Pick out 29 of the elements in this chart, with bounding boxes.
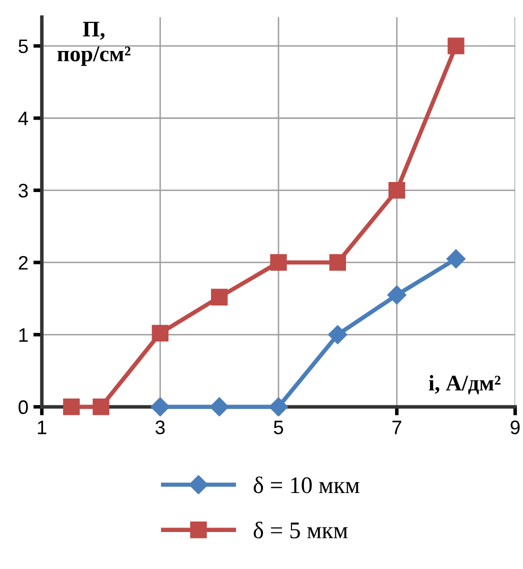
- y-tick-label: 3: [18, 184, 28, 198]
- y-tick-label: 2: [18, 256, 28, 270]
- y-tick-label: 1: [19, 328, 28, 342]
- point: [211, 288, 228, 306]
- y-tick-label: 4: [18, 112, 28, 126]
- point: [210, 397, 229, 416]
- y-axis-title: П, пор/см²: [57, 22, 130, 66]
- legend-label: δ = 5 мкм: [254, 522, 348, 538]
- x-tick-label: 5: [274, 420, 284, 434]
- y-tick-label: 5: [18, 40, 28, 54]
- point: [446, 249, 466, 268]
- point: [448, 38, 464, 54]
- point: [328, 325, 348, 344]
- point: [63, 398, 80, 416]
- point: [388, 182, 406, 199]
- x-tick-label: 7: [392, 420, 402, 434]
- point: [92, 398, 110, 416]
- point: [150, 397, 170, 416]
- y-tick-label: 0: [18, 400, 28, 414]
- point: [268, 397, 288, 416]
- x-axis-title: i, А/дм²: [428, 374, 500, 394]
- legend-label: δ = 10 мкм: [254, 476, 360, 494]
- point: [270, 254, 287, 271]
- x-tick-label: 1: [38, 420, 46, 434]
- x-tick-label: 3: [156, 420, 165, 434]
- x-tick-label: 9: [510, 420, 520, 434]
- point: [152, 324, 169, 342]
- point: [387, 285, 406, 304]
- point: [329, 254, 346, 271]
